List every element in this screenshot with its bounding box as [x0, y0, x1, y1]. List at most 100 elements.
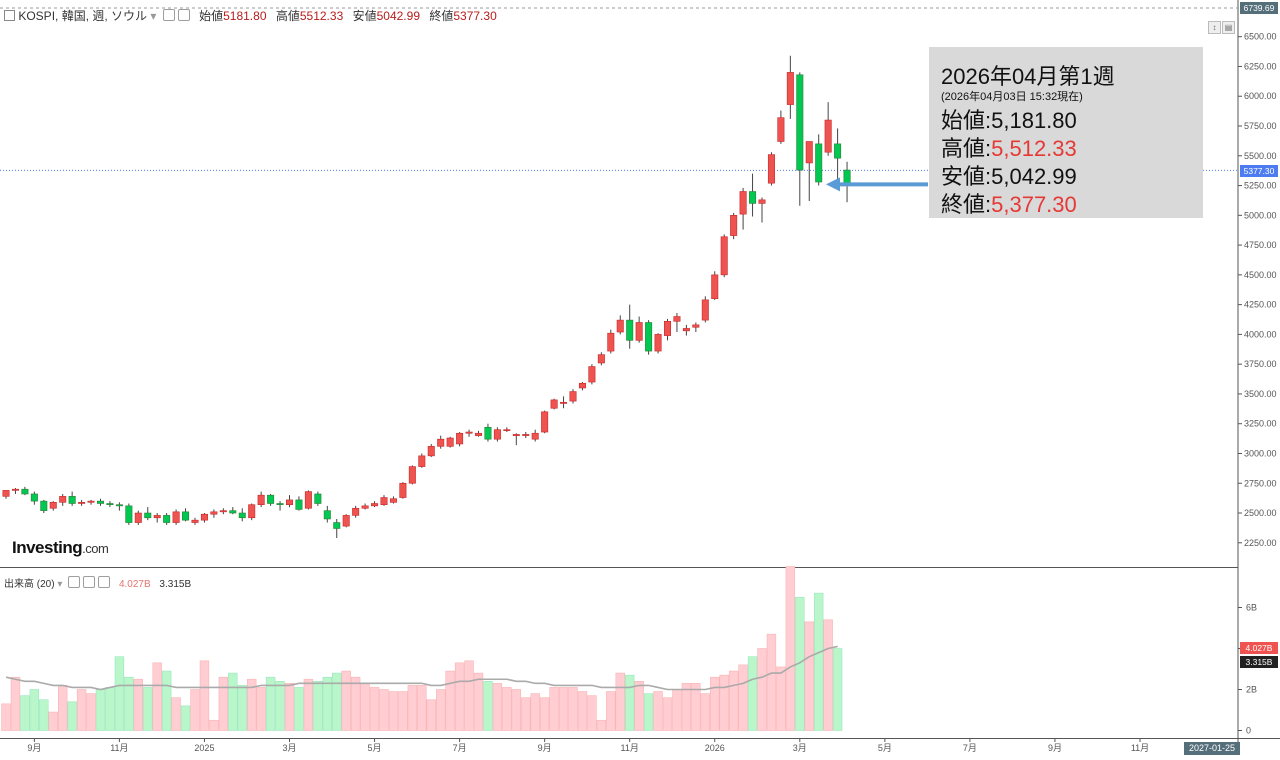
volume-bar — [284, 683, 295, 731]
candle-body — [739, 191, 747, 215]
candle — [163, 513, 171, 525]
candle-body — [474, 432, 482, 436]
volume-tag: 4.027B — [1240, 642, 1278, 654]
candle-body — [30, 493, 38, 502]
volume-indicator-label[interactable]: 出来高 (20) — [4, 579, 55, 590]
volume-bar — [662, 697, 673, 731]
candle-body — [267, 494, 275, 504]
candle-body — [777, 117, 785, 142]
volume-bar — [596, 719, 607, 731]
volume-layer — [1, 566, 843, 731]
candle — [607, 329, 615, 354]
volume-settings-icon[interactable] — [68, 576, 81, 588]
candle-body — [361, 505, 369, 509]
candle — [739, 187, 747, 230]
candle — [418, 453, 426, 468]
candle — [843, 161, 851, 203]
volume-tick-label: 0 — [1246, 726, 1251, 736]
candle — [730, 212, 738, 240]
volume-bar — [747, 656, 758, 731]
candle — [68, 491, 76, 506]
candle — [314, 491, 322, 506]
candle — [578, 382, 586, 391]
candle-body — [371, 503, 379, 507]
volume-bar — [492, 683, 503, 731]
candle-body — [427, 446, 435, 457]
candle — [408, 465, 416, 485]
volume-close-icon[interactable] — [98, 576, 111, 588]
price-tick-label: 3750.00 — [1244, 359, 1277, 369]
collapse-icon[interactable] — [4, 10, 15, 21]
candle-body — [503, 429, 511, 431]
candle — [626, 304, 634, 349]
candle-body — [276, 503, 284, 505]
volume-bar — [473, 672, 484, 731]
volume-bar — [265, 676, 276, 731]
volume-bar — [587, 695, 597, 731]
volume-bar — [643, 693, 654, 731]
candle — [153, 513, 161, 523]
volume-bar — [502, 687, 512, 731]
candle — [210, 509, 218, 518]
candle — [257, 491, 265, 508]
info-high-value: 5,512.33 — [991, 136, 1077, 161]
candle — [11, 488, 19, 494]
volume-visibility-icon[interactable] — [83, 576, 96, 588]
volume-bar — [681, 683, 692, 731]
volume-bar — [247, 678, 257, 731]
price-tick-label: 4250.00 — [1244, 300, 1277, 310]
candle-body — [465, 431, 473, 434]
candle-body — [616, 319, 624, 333]
volume-bar — [417, 685, 427, 731]
x-tick-label: 9月 — [538, 743, 552, 753]
candle — [238, 508, 246, 522]
candle-body — [87, 500, 95, 503]
info-close-value: 5,377.30 — [991, 192, 1077, 217]
volume-bar — [341, 670, 351, 731]
candle-body — [97, 500, 105, 504]
candle — [522, 432, 530, 438]
candle — [40, 499, 48, 514]
open-value: 5181.80 — [223, 9, 267, 23]
volume-ma-line — [5, 645, 838, 691]
candle-body — [682, 328, 690, 332]
visibility-icon[interactable] — [177, 9, 190, 21]
candle — [616, 315, 624, 335]
price-tick-label: 2250.00 — [1244, 538, 1277, 548]
top-price-tag: 6739.69 — [1240, 2, 1278, 14]
info-open-label: 始値: — [941, 108, 992, 133]
symbol-label[interactable]: KOSPI, 韓国, 週, ソウル — [18, 9, 148, 23]
candle-body — [834, 143, 842, 159]
candle-body — [786, 72, 794, 105]
price-tick-label: 4000.00 — [1244, 329, 1277, 339]
volume-bar — [445, 670, 455, 731]
candle — [805, 141, 813, 202]
candle-body — [815, 143, 823, 183]
volume-bar — [710, 676, 720, 731]
candle-body — [522, 434, 530, 436]
scale-mode-icon[interactable]: ▤ — [1222, 21, 1235, 34]
arrow-head — [826, 177, 840, 192]
volume-bar — [577, 691, 588, 731]
volume-bar — [379, 689, 389, 731]
candle-body — [805, 141, 813, 164]
candle-body — [182, 511, 190, 521]
info-open-row: 始値:5,181.80 — [941, 103, 1077, 135]
candle-body — [191, 519, 199, 523]
candle-body — [68, 496, 76, 504]
volume-bar — [39, 699, 49, 731]
candle — [248, 503, 256, 521]
candle — [446, 436, 454, 448]
volume-bar — [823, 619, 833, 731]
candle — [134, 510, 142, 525]
x-tick-label: 11月 — [110, 743, 128, 753]
scale-toggle-icon[interactable]: ↕ — [1208, 21, 1221, 34]
volume-bar — [86, 693, 96, 731]
candle-body — [115, 504, 123, 507]
volume-value: 4.027B — [118, 579, 151, 590]
candle — [144, 507, 152, 521]
volume-bar — [558, 687, 569, 731]
settings-icon[interactable] — [162, 9, 175, 21]
volume-tick-label: 2B — [1246, 685, 1257, 695]
candle-body — [210, 511, 218, 515]
